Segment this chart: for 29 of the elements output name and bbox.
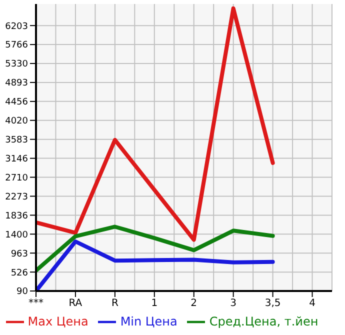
x-tick-label: 2 bbox=[190, 298, 198, 310]
line-series bbox=[36, 224, 275, 273]
y-tick-label: 526 bbox=[10, 268, 28, 278]
y-tick-label: 1836 bbox=[5, 211, 28, 222]
x-tick-label: 3,5 bbox=[264, 298, 281, 310]
x-tick-label: 4 bbox=[309, 298, 316, 310]
y-tick-label: 4020 bbox=[5, 116, 28, 127]
x-tick-label: R bbox=[111, 298, 118, 310]
y-tick-label: 5766 bbox=[5, 40, 28, 51]
x-tick-label: 3 bbox=[230, 298, 237, 310]
y-tick-label: 2273 bbox=[5, 192, 28, 202]
legend-label: Max Цена bbox=[28, 314, 88, 328]
x-tick-label: RA bbox=[68, 298, 82, 310]
legend-label: Min Цена bbox=[120, 314, 178, 328]
x-tick-label: *** bbox=[28, 298, 44, 310]
y-tick-label: 6203 bbox=[5, 22, 28, 32]
y-tick-label: 3146 bbox=[5, 154, 28, 165]
line-series bbox=[36, 240, 275, 291]
line-series bbox=[36, 6, 275, 242]
y-tick-label: 90 bbox=[16, 287, 28, 298]
x-tick-label: 1 bbox=[151, 298, 158, 310]
y-tick-label: 4456 bbox=[5, 98, 28, 108]
legend-label: Сред.Цена, т.йен bbox=[209, 314, 318, 328]
y-tick-label: 5330 bbox=[5, 60, 28, 70]
y-tick-label: 1400 bbox=[5, 230, 28, 240]
y-tick-label: 963 bbox=[10, 249, 28, 260]
y-tick-label: 3583 bbox=[5, 136, 28, 146]
y-tick-label: 2710 bbox=[5, 173, 28, 184]
y-tick-label: 4893 bbox=[5, 78, 28, 89]
